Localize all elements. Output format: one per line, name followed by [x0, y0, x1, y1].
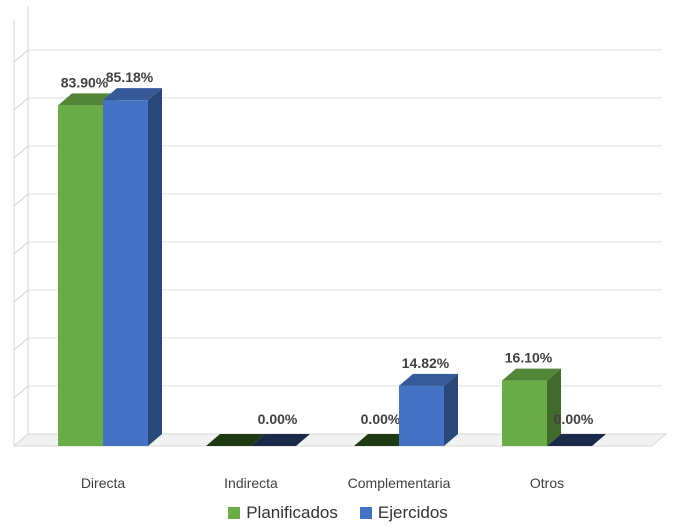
data-label-planificados-complementaria: 0.00% — [361, 411, 401, 427]
gridline-side — [13, 241, 29, 255]
bar-ejercidos-indirecta — [251, 434, 310, 446]
bar-side-planificados-otros — [547, 368, 561, 446]
data-label-ejercidos-otros: 0.00% — [554, 411, 594, 427]
bar-ejercidos-directa — [103, 100, 148, 447]
legend-item-ejercidos: Ejercidos — [359, 503, 448, 523]
category-label-directa: Directa — [81, 475, 126, 491]
bar-planificados-indirecta — [206, 434, 265, 446]
data-label-ejercidos-indirecta: 0.00% — [258, 411, 298, 427]
bar-ejercidos-complementaria — [399, 385, 444, 446]
bar-side-ejercidos-complementaria — [444, 373, 458, 446]
legend: Planificados Ejercidos — [0, 503, 676, 523]
bar-planificados-otros — [502, 380, 547, 446]
gridline-side — [13, 337, 29, 351]
bar-top-ejercidos-complementaria — [399, 373, 458, 386]
bar-planificados-complementaria — [354, 434, 413, 446]
legend-swatch-planificados — [228, 507, 241, 519]
category-label-indirecta: Indirecta — [224, 475, 278, 491]
category-label-otros: Otros — [530, 475, 564, 491]
bar-top-planificados-directa — [58, 93, 117, 106]
legend-item-planificados: Planificados — [228, 503, 338, 523]
data-label-ejercidos-complementaria: 14.82% — [402, 355, 450, 371]
data-label-ejercidos-directa: 85.18% — [106, 69, 154, 85]
bar-ejercidos-otros — [547, 434, 606, 446]
gridline-side — [13, 193, 29, 207]
legend-label-planificados: Planificados — [246, 503, 338, 522]
data-label-planificados-otros: 16.10% — [505, 350, 553, 366]
legend-swatch-ejercidos — [359, 507, 372, 519]
gridline-side — [13, 97, 29, 111]
gridline-side — [13, 49, 29, 63]
bar-top-planificados-otros — [502, 368, 561, 381]
bar-top-ejercidos-directa — [103, 88, 162, 101]
gridline-side — [13, 145, 29, 159]
gridline-side — [13, 385, 29, 399]
data-label-planificados-directa: 83.90% — [61, 74, 109, 90]
category-label-complementaria: Complementaria — [348, 475, 451, 491]
bar-planificados-directa — [58, 105, 103, 446]
legend-label-ejercidos: Ejercidos — [377, 503, 448, 522]
bar-side-ejercidos-directa — [148, 88, 162, 447]
bar-chart: 83.90%85.18% Directa 0.00% Indirecta 0.00% 14… — [12, 6, 668, 491]
gridline-side — [13, 289, 29, 303]
